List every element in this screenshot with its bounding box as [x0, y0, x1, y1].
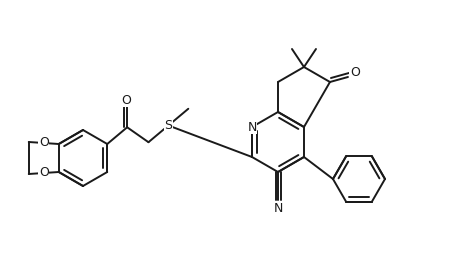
Text: O: O — [121, 94, 131, 107]
Text: N: N — [273, 202, 283, 214]
Text: S: S — [164, 119, 172, 132]
Text: O: O — [39, 136, 49, 149]
Text: O: O — [350, 66, 360, 79]
Text: N: N — [248, 120, 257, 133]
Text: O: O — [39, 166, 49, 179]
